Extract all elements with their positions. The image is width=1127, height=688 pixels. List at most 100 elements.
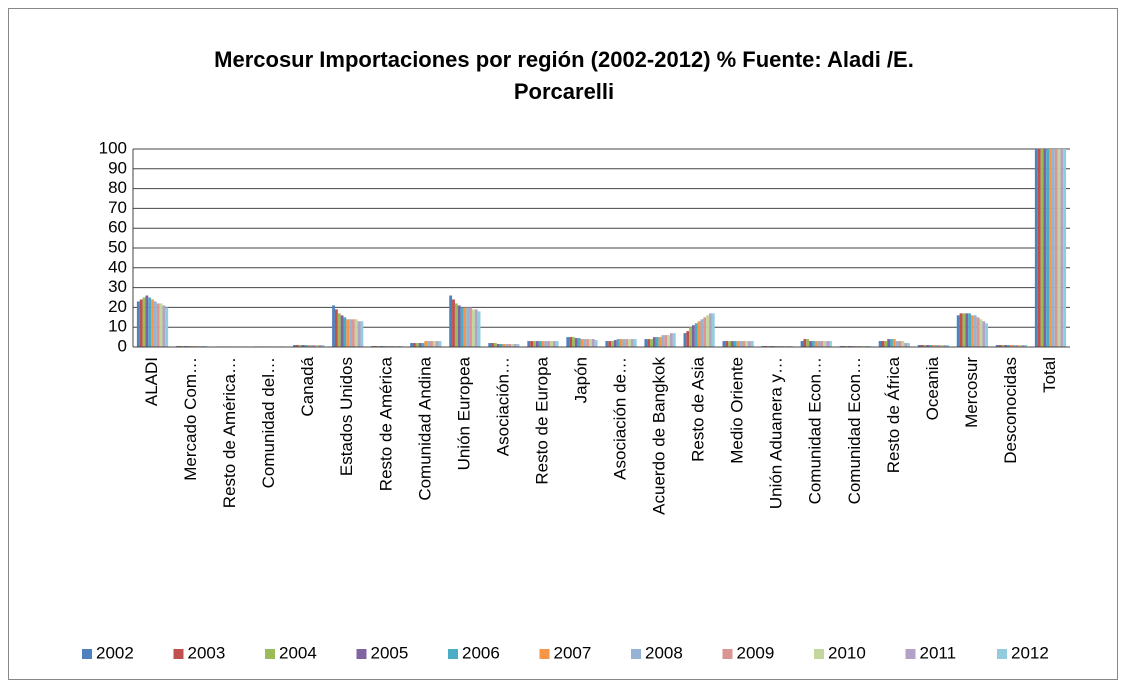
bar	[1015, 345, 1019, 347]
bar	[658, 337, 662, 347]
bar	[1037, 149, 1041, 347]
bar	[318, 345, 322, 347]
legend-swatch	[722, 649, 733, 659]
bar	[652, 337, 656, 347]
bar	[973, 315, 977, 347]
bar	[985, 323, 989, 347]
bar	[1043, 149, 1047, 347]
bar	[647, 339, 651, 347]
y-tick-label: 0	[118, 336, 127, 355]
bar	[466, 307, 470, 347]
bar	[337, 313, 341, 347]
bar	[321, 345, 325, 347]
bar	[968, 313, 971, 347]
x-tick-label: Comunidad Econ…	[806, 357, 825, 504]
bar	[295, 345, 299, 347]
bar	[1049, 149, 1052, 347]
bar	[552, 341, 556, 347]
bar	[474, 309, 478, 347]
x-tick-label: Japón	[571, 357, 590, 403]
bar	[1024, 345, 1028, 347]
bar	[1034, 149, 1038, 347]
bar	[574, 338, 578, 347]
bar	[809, 341, 812, 347]
y-tick-label: 10	[108, 317, 127, 336]
bar	[962, 313, 966, 347]
legend-swatch	[356, 649, 367, 659]
x-tick-label: Comunidad Andina	[415, 356, 434, 500]
bar	[293, 345, 296, 347]
bar	[301, 345, 305, 347]
bar	[725, 341, 729, 347]
x-tick-label: ALADI	[142, 357, 161, 406]
legend-label: 2003	[188, 643, 226, 662]
x-tick-label: Unión Europea	[454, 356, 473, 470]
bar	[499, 344, 503, 347]
x-tick-label: Mercosur	[962, 357, 981, 428]
y-tick-label: 90	[108, 158, 127, 177]
bar	[806, 339, 810, 347]
bar	[502, 344, 506, 347]
bar	[739, 341, 743, 347]
x-tick-label: Mercado Com…	[181, 357, 200, 481]
bar	[728, 341, 732, 347]
x-tick-label: Total	[1040, 357, 1059, 393]
bar	[625, 339, 629, 347]
bar	[527, 341, 531, 347]
x-tick-label: Resto de Asia	[689, 356, 708, 461]
x-tick-label: Estados Unidos	[337, 357, 356, 476]
x-tick-label: Resto de América	[376, 356, 395, 491]
bar	[307, 345, 311, 347]
bar	[943, 345, 947, 347]
bar	[940, 345, 944, 347]
bar	[644, 339, 648, 347]
bar	[469, 307, 472, 347]
bar	[586, 339, 590, 347]
bar	[878, 341, 882, 347]
bar	[530, 341, 533, 347]
bar	[1040, 149, 1044, 347]
legend-swatch	[631, 649, 641, 659]
bar	[460, 307, 464, 347]
bar	[683, 333, 687, 347]
bar	[148, 297, 152, 347]
bar	[630, 339, 634, 347]
bar	[354, 319, 358, 347]
bar	[304, 345, 308, 347]
bar	[418, 343, 422, 347]
legend-label: 2002	[96, 643, 134, 662]
legend-label: 2006	[462, 643, 500, 662]
legend-swatch	[82, 649, 92, 659]
legend-label: 2004	[279, 643, 317, 662]
bar	[1046, 149, 1050, 347]
x-tick-label: Unión Aduanera y…	[767, 357, 786, 509]
bar	[1054, 149, 1058, 347]
y-tick-label: 80	[108, 178, 127, 197]
bar	[315, 345, 319, 347]
bar	[421, 343, 425, 347]
bar	[508, 344, 511, 347]
legend-swatch	[814, 649, 824, 659]
x-tick-label: Asociación de…	[611, 357, 630, 480]
bar	[162, 305, 166, 347]
bar	[454, 303, 458, 347]
bar	[982, 321, 986, 347]
bar	[298, 345, 302, 347]
bar	[901, 341, 905, 347]
bar	[750, 341, 754, 347]
bar	[334, 309, 338, 347]
bar	[934, 345, 938, 347]
bar	[532, 341, 536, 347]
legend-label: 2009	[737, 643, 775, 662]
bar	[449, 295, 453, 347]
bar	[452, 299, 455, 347]
bar	[589, 339, 592, 347]
bar	[438, 341, 442, 347]
bar	[572, 337, 575, 347]
bar	[703, 317, 707, 347]
bar	[937, 345, 941, 347]
x-tick-label: Acuerdo de Bangkok	[650, 357, 669, 515]
bar	[605, 341, 609, 347]
